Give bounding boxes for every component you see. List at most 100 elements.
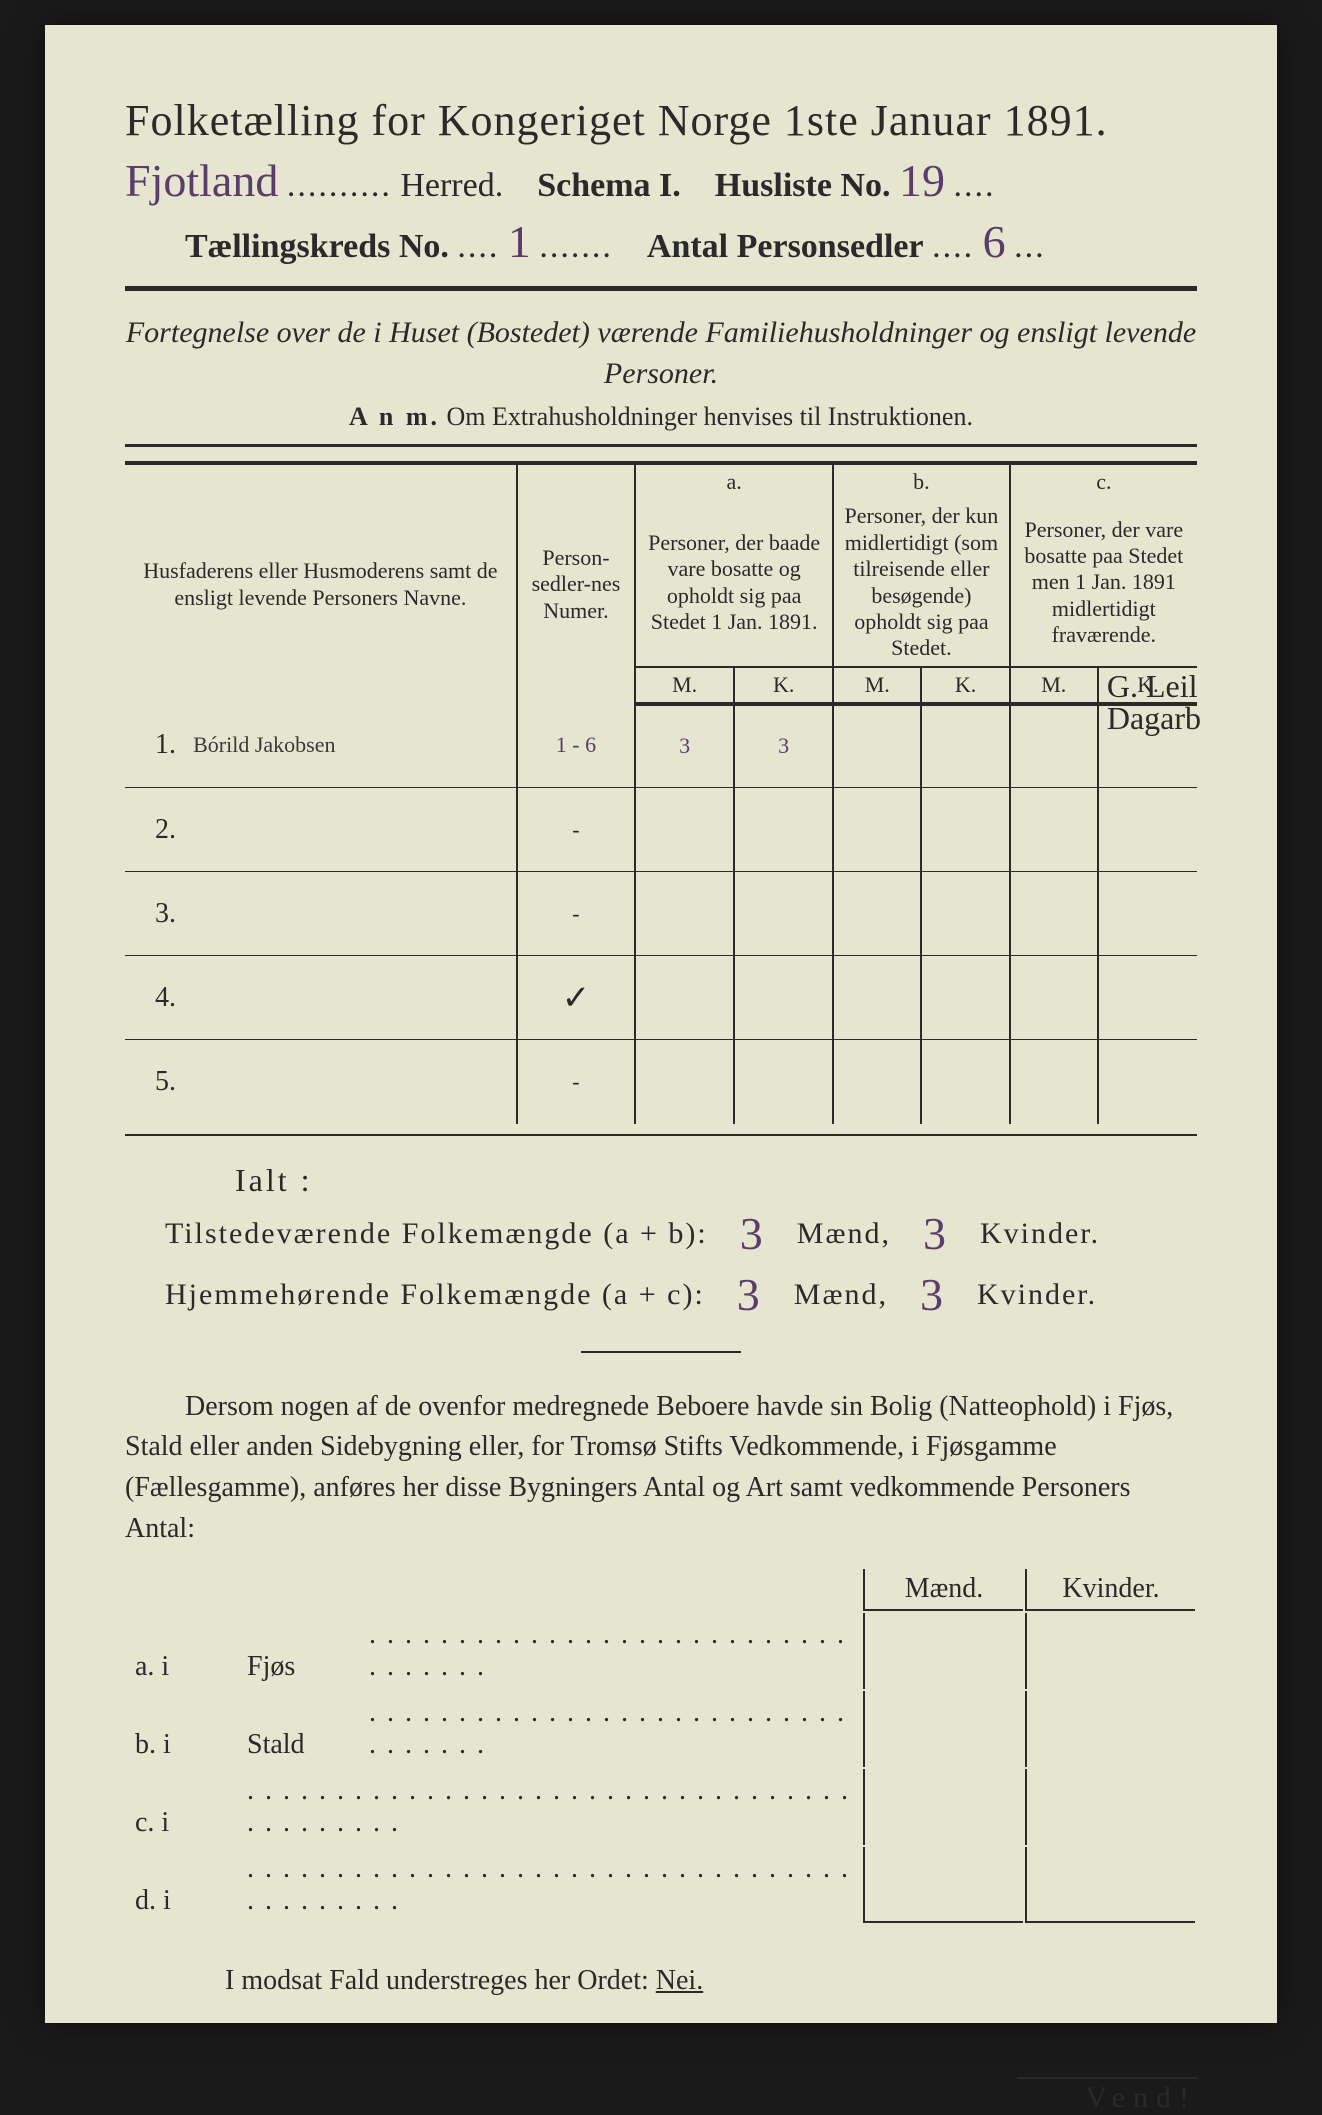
side-c-m	[863, 1769, 1023, 1845]
side-table: Mænd. Kvinder. a. i Fjøs . . . . . . . .…	[125, 1567, 1197, 1925]
title: Folketælling for Kongeriget Norge 1ste J…	[125, 95, 1197, 146]
dots: ....	[932, 228, 974, 265]
maend-head: Mænd.	[863, 1569, 1023, 1611]
dots: . . . . . . . . . . . . . . . . . . . . …	[361, 1691, 861, 1767]
tilstede-line: Tilstedeværende Folkemængde (a + b): 3 M…	[165, 1207, 1197, 1260]
side-b-label: Stald	[239, 1691, 359, 1767]
row-b-m	[833, 956, 921, 1040]
row-a-m	[635, 956, 734, 1040]
row-name	[183, 872, 517, 956]
table-header-top: Husfaderens eller Husmoderens samt de en…	[125, 463, 1197, 499]
col-name-text: Husfaderens eller Husmoderens samt de en…	[143, 558, 497, 611]
side-d-m	[863, 1847, 1023, 1923]
row-b-m	[833, 704, 921, 788]
dots: ...	[1014, 228, 1046, 265]
side-row-b: b. i Stald . . . . . . . . . . . . . . .…	[127, 1691, 1195, 1767]
row-c-m	[1010, 956, 1098, 1040]
rule	[125, 286, 1197, 291]
row-c-m	[1010, 788, 1098, 872]
row-a-k	[734, 1040, 833, 1124]
row-b-k	[921, 788, 1009, 872]
hjemme-m: 3	[714, 1268, 784, 1321]
row-c-k	[1098, 1040, 1197, 1124]
maend-label: Mænd,	[797, 1217, 891, 1250]
margin-note: G. Leil Dagarb	[1107, 670, 1201, 734]
anm-text: Om Extrahusholdninger henvises til Instr…	[447, 402, 973, 431]
row-numer: -	[517, 872, 635, 956]
col-b-text: Personer, der kun midlertidigt (som tilr…	[833, 499, 1010, 666]
table-row: 2. -	[125, 788, 1197, 872]
maend-label: Mænd,	[794, 1278, 888, 1311]
col-b-k: K.	[921, 667, 1009, 704]
col-b-m: M.	[833, 667, 921, 704]
side-a-label: Fjøs	[239, 1613, 359, 1689]
row-c-k: G. Leil Dagarb	[1098, 704, 1197, 788]
row-b-k	[921, 704, 1009, 788]
row-c-m	[1010, 872, 1098, 956]
dots: .......	[539, 228, 613, 265]
hjemme-k: 3	[897, 1268, 967, 1321]
row-num: 1.	[125, 704, 183, 788]
schema-label: Schema I.	[537, 167, 681, 204]
row-b-k	[921, 872, 1009, 956]
col-a-k: K.	[734, 667, 833, 704]
col-c-text: Personer, der vare bosatte paa Stedet me…	[1010, 499, 1197, 666]
side-a-k	[1025, 1613, 1195, 1689]
side-b-m	[863, 1691, 1023, 1767]
table-row: 4. ✓	[125, 956, 1197, 1040]
col-a-m: M.	[635, 667, 734, 704]
husliste-label: Husliste No.	[715, 167, 891, 204]
dots: . . . . . . . . . . . . . . . . . . . . …	[239, 1847, 861, 1923]
row-name	[183, 1040, 517, 1124]
tilstede-label: Tilstedeværende Folkemængde (a + b):	[165, 1217, 708, 1250]
row-name	[183, 788, 517, 872]
kreds-label: Tællingskreds No.	[185, 228, 449, 265]
side-row-d: d. i . . . . . . . . . . . . . . . . . .…	[127, 1847, 1195, 1923]
antal-value: 6	[983, 215, 1006, 268]
margin-note-2: Dagarb	[1107, 702, 1201, 734]
row-a-m	[635, 1040, 734, 1124]
table-row: 1. Bórild Jakobsen 1 - 6 3 3 G. Leil Dag…	[125, 704, 1197, 788]
row-num: 4.	[125, 956, 183, 1040]
row-c-k	[1098, 788, 1197, 872]
header-row-1: Fjotland .......... Herred. Schema I. Hu…	[125, 154, 1197, 207]
col-c-label: c.	[1010, 463, 1197, 499]
herred-label: Herred.	[400, 167, 503, 204]
row-numer: 1 - 6	[517, 704, 635, 788]
hjemme-line: Hjemmehørende Folkemængde (a + c): 3 Mæn…	[165, 1268, 1197, 1321]
row-b-k	[921, 956, 1009, 1040]
nei-line: I modsat Fald understreges her Ordet: Ne…	[225, 1965, 1197, 1997]
dots: . . . . . . . . . . . . . . . . . . . . …	[239, 1769, 861, 1845]
row-b-m	[833, 1040, 921, 1124]
main-table: Husfaderens eller Husmoderens samt de en…	[125, 461, 1197, 1124]
side-d: d. i	[127, 1847, 237, 1923]
row-b-k	[921, 1040, 1009, 1124]
dots: . . . . . . . . . . . . . . . . . . . . …	[361, 1613, 861, 1689]
side-c: c. i	[127, 1769, 237, 1845]
dots: ....	[953, 167, 995, 204]
side-c-k	[1025, 1769, 1195, 1845]
document-page: Folketælling for Kongeriget Norge 1ste J…	[45, 25, 1277, 2023]
anm-label: A n m.	[349, 402, 440, 431]
row-name: Bórild Jakobsen	[183, 704, 517, 788]
margin-note-1: G. Leil	[1107, 670, 1201, 702]
dots: ....	[457, 228, 499, 265]
rule	[125, 1134, 1197, 1136]
tilstede-m: 3	[717, 1207, 787, 1260]
row-b-m	[833, 788, 921, 872]
side-a: a. i	[127, 1613, 237, 1689]
row-c-k	[1098, 956, 1197, 1040]
nei-label: I modsat Fald understreges her Ordet:	[225, 1965, 649, 1996]
row-a-m	[635, 872, 734, 956]
side-row-a: a. i Fjøs . . . . . . . . . . . . . . . …	[127, 1613, 1195, 1689]
row-a-k	[734, 872, 833, 956]
kreds-value: 1	[508, 215, 531, 268]
husliste-value: 19	[899, 154, 945, 207]
row-a-m	[635, 788, 734, 872]
antal-label: Antal Personsedler	[647, 228, 924, 265]
side-a-m	[863, 1613, 1023, 1689]
row-b-m	[833, 872, 921, 956]
rule	[125, 444, 1197, 447]
row-num: 2.	[125, 788, 183, 872]
herred-value: Fjotland	[125, 154, 278, 207]
